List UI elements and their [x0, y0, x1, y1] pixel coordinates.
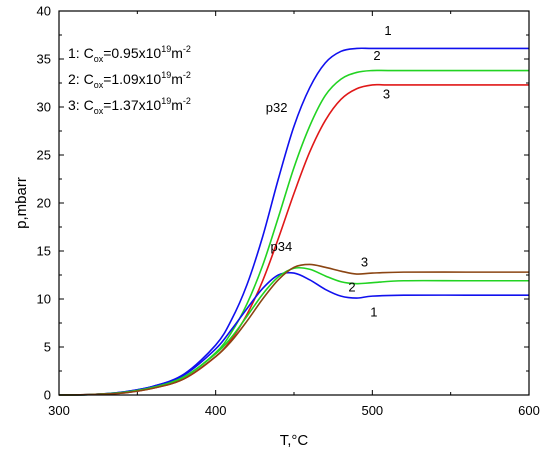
y-tick-label: 10: [37, 292, 51, 307]
y-tick-label: 35: [37, 52, 51, 67]
tick-label-layer: 0 5 10 15 20 25 30 35 40 300 400 500 600: [37, 4, 540, 419]
group-label-p32: p32: [266, 100, 288, 115]
x-tick-label: 600: [518, 403, 540, 418]
series-line-p32-2: [58, 69, 529, 396]
series-layer: [58, 47, 530, 396]
x-tick-label: 400: [205, 403, 227, 418]
series-line-p34-2: [58, 266, 529, 396]
y-axis-title: p,mbarr: [13, 177, 30, 229]
curve-number-label: 3: [383, 86, 390, 101]
curve-number-label: 2: [348, 279, 355, 294]
y-tick-label: 40: [37, 4, 51, 19]
legend-entry-2: 2: Cox=1.09x1019m-2: [68, 70, 191, 90]
series-line-p34-3: [58, 263, 529, 396]
curve-number-label: 3: [361, 254, 368, 269]
y-tick-label: 0: [44, 388, 51, 403]
legend-entry-3: 3: Cox=1.37x1019m-2: [68, 96, 191, 116]
y-tick-label: 5: [44, 340, 51, 355]
legend-entry-1: 1: Cox=0.95x1019m-2: [68, 44, 191, 64]
group-label-p34: p34: [271, 239, 293, 254]
x-tick-label: 500: [361, 403, 383, 418]
curve-number-label: 1: [384, 23, 391, 38]
y-tick-label: 20: [37, 196, 51, 211]
tick-layer: [58, 10, 530, 396]
series-line-p32-3: [58, 83, 529, 396]
y-tick-label: 25: [37, 148, 51, 163]
y-tick-label: 30: [37, 100, 51, 115]
x-axis-title: T,°C: [280, 432, 309, 449]
x-tick-label: 300: [48, 403, 70, 418]
y-tick-label: 15: [37, 244, 51, 259]
series-line-p34-1: [58, 271, 530, 396]
curve-number-label: 2: [373, 48, 380, 63]
legend: 1: Cox=0.95x1019m-2 2: Cox=1.09x1019m-2 3:…: [68, 44, 191, 116]
plot-frame: [58, 10, 530, 396]
curve-number-label: 1: [370, 304, 377, 319]
